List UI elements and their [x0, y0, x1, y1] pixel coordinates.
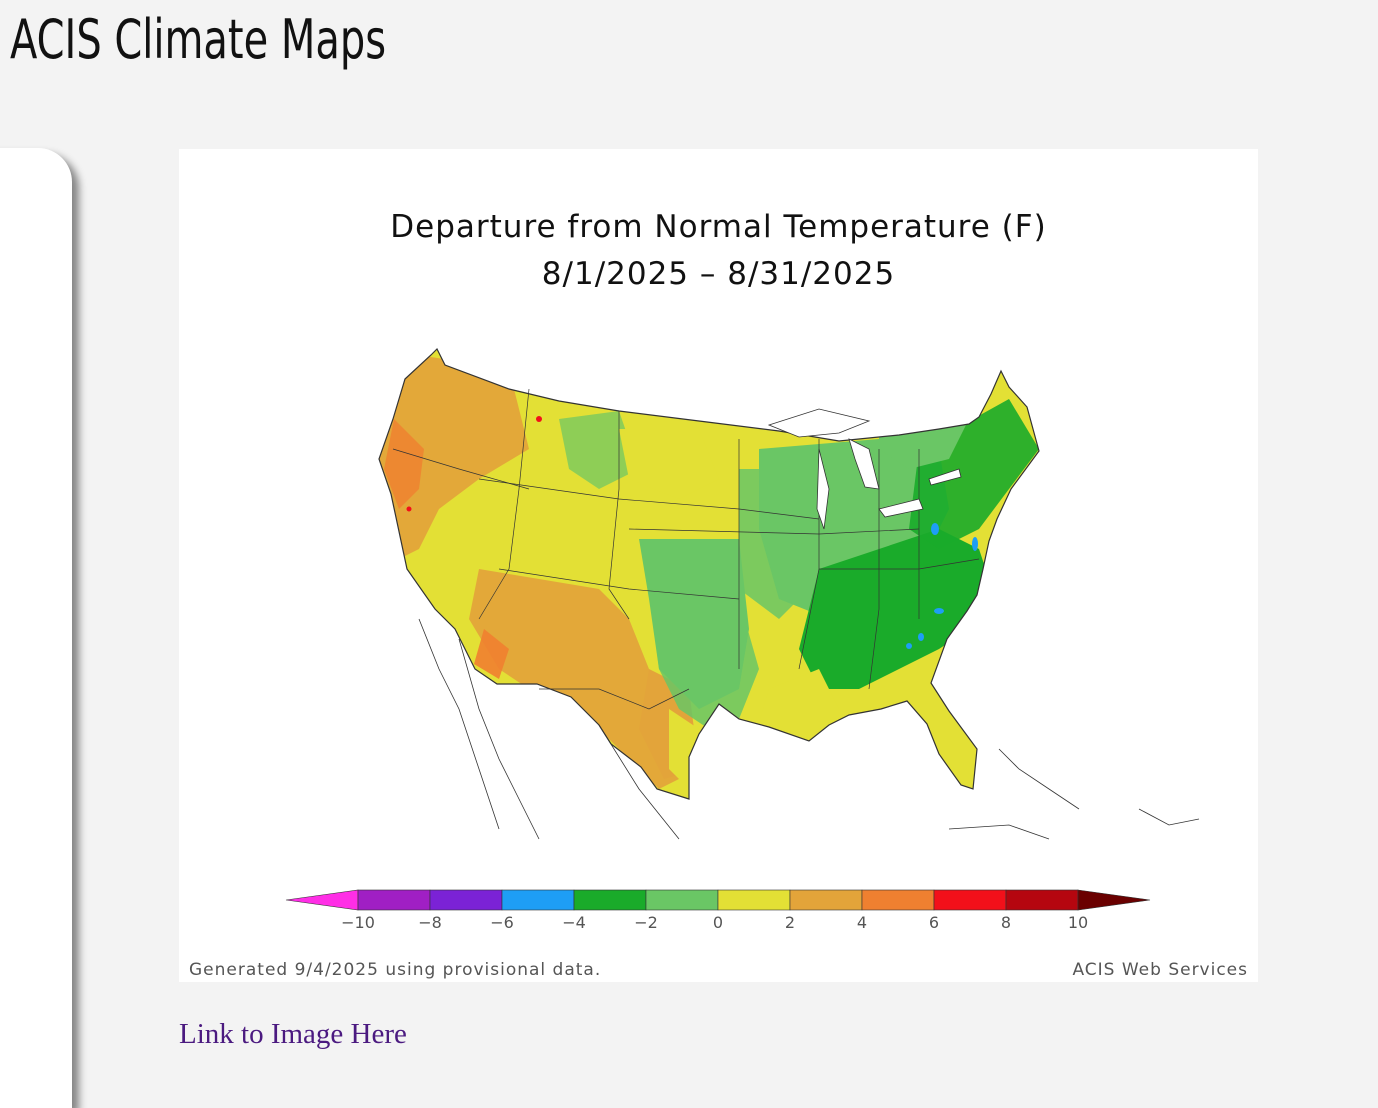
legend-tick-label: 0 [713, 913, 723, 932]
legend-swatch [357, 889, 431, 911]
legend-colorbar: −10 −8 −6 −4 −2 0 2 4 6 8 10 [285, 889, 1151, 932]
climate-map-image: −10 −8 −6 −4 −2 0 2 4 6 8 10 Departure from Normal… [179, 149, 1258, 982]
legend-swatch [501, 889, 575, 911]
legend-tick-label: −4 [562, 913, 586, 932]
page-title: ACIS Climate Maps [10, 8, 387, 71]
legend-arrow-low [285, 889, 359, 911]
legend-swatch [861, 889, 935, 911]
legend-tick-label: −6 [490, 913, 514, 932]
legend-swatch [789, 889, 863, 911]
legend-tick-label: −2 [634, 913, 658, 932]
map-title: Departure from Normal Temperature (F) [390, 209, 1047, 245]
legend-swatch [573, 889, 647, 911]
legend-swatch [1005, 889, 1079, 911]
legend-tick-label: 2 [785, 913, 795, 932]
source-credit: ACIS Web Services [1072, 960, 1248, 980]
legend-tick-label: −8 [418, 913, 442, 932]
legend-tick-label: 4 [857, 913, 867, 932]
legend-swatch [645, 889, 719, 911]
legend-arrow-high [1077, 889, 1151, 911]
legend-swatch [933, 889, 1007, 911]
side-panel [0, 148, 72, 1108]
legend-tick-label: 6 [929, 913, 939, 932]
legend-swatch [429, 889, 503, 911]
legend-tick-label: 8 [1001, 913, 1011, 932]
map-date-range: 8/1/2025 – 8/31/2025 [541, 256, 896, 292]
legend-tick-label: −10 [341, 913, 375, 932]
image-link[interactable]: Link to Image Here [179, 1018, 407, 1050]
map-graphic: −10 −8 −6 −4 −2 0 2 4 6 8 10 [285, 347, 1200, 932]
generated-note: Generated 9/4/2025 using provisional dat… [189, 960, 602, 980]
legend-tick-label: 10 [1068, 913, 1088, 932]
legend-swatch [717, 889, 791, 911]
